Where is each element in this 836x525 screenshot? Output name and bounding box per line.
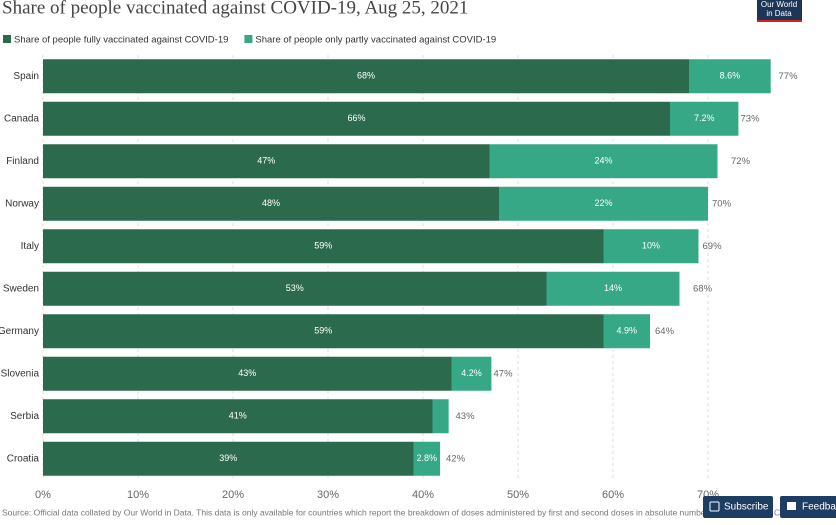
total-label: 47% (494, 368, 514, 379)
total-label: 42% (446, 453, 466, 464)
category-label: Sweden (3, 283, 39, 294)
x-tick-label: 10% (127, 489, 149, 501)
x-tick-label: 50% (507, 489, 529, 501)
category-label: Slovenia (1, 368, 40, 379)
button-icon (709, 501, 720, 512)
bar-label: 66% (347, 113, 365, 123)
bar-segment (43, 399, 433, 434)
bar-segment (43, 271, 547, 306)
bar-label: 4.9% (617, 326, 638, 336)
logo-underline (757, 20, 802, 22)
bar-label: 14% (604, 283, 622, 293)
total-label: 70% (712, 198, 732, 209)
bar-segment (43, 186, 499, 221)
total-label: 72% (731, 156, 751, 167)
bar-label: 8.6% (720, 71, 741, 81)
logo: Our World in Data (757, 0, 802, 22)
bar-label: 10% (642, 241, 660, 251)
bar-label: 48% (262, 198, 280, 208)
bar-label: 53% (286, 283, 304, 293)
category-label: Croatia (7, 453, 40, 464)
bar-segment (432, 399, 449, 434)
total-label: 43% (456, 411, 476, 422)
bar-label: 43% (238, 368, 256, 378)
bar-label: 47% (257, 156, 275, 166)
bar-segment (43, 441, 414, 476)
total-label: 64% (655, 326, 675, 337)
logo-box (757, 0, 802, 21)
total-label: 68% (693, 283, 713, 294)
bar-label: 59% (314, 241, 332, 251)
button-bg[interactable] (780, 496, 836, 518)
button-icon (787, 502, 796, 510)
total-label: 77% (779, 71, 799, 82)
x-tick-label: 60% (602, 489, 624, 501)
category-label: Finland (6, 156, 39, 167)
button-label[interactable]: Subscribe (724, 502, 769, 513)
bar-segment (43, 229, 604, 264)
bar-label: 2.8% (417, 453, 438, 463)
bar-segment (489, 144, 718, 179)
plot: Share of people fully vaccinated against… (0, 35, 798, 501)
x-tick-label: 40% (412, 489, 434, 501)
bar-segment (451, 356, 492, 391)
bar-label: 24% (594, 156, 612, 166)
button-label[interactable]: Feedback (802, 502, 836, 513)
category-label: Spain (13, 71, 39, 82)
source: Source: Official data collated by Our Wo… (2, 507, 715, 517)
bar-label: 41% (229, 411, 247, 421)
category-label: Germany (0, 326, 39, 337)
bar-segment (499, 186, 708, 221)
bar-segment (43, 144, 490, 179)
bar-label: 7.2% (694, 113, 715, 123)
category-label: Norway (5, 198, 39, 209)
bar-label: 4.2% (461, 368, 482, 378)
button-bg[interactable] (703, 496, 773, 518)
category-label: Italy (21, 241, 39, 252)
bar-label: 68% (357, 71, 375, 81)
bar-label: 22% (594, 198, 612, 208)
bar-segment (603, 229, 699, 264)
x-tick-label: 0% (35, 489, 51, 501)
bar-segment (546, 271, 680, 306)
bar-segment (603, 314, 651, 349)
bar-segment (43, 59, 689, 94)
category-label: Canada (4, 113, 39, 124)
total-label: 69% (703, 241, 723, 252)
bar-segment (43, 356, 452, 391)
legend-label: Share of people only partly vaccinated a… (255, 35, 496, 46)
bar-segment (413, 441, 441, 476)
feedback-button[interactable]: Feedback (780, 496, 836, 518)
category-label: Serbia (10, 411, 39, 422)
legend-label: Share of people fully vaccinated against… (14, 35, 228, 46)
bar-segment (43, 101, 670, 136)
x-tick-label: 30% (317, 489, 339, 501)
subscribe-button[interactable]: Subscribe (703, 496, 773, 518)
bar-segment (43, 314, 604, 349)
bar-label: 59% (314, 326, 332, 336)
bar-segment (689, 59, 771, 94)
x-tick-label: 20% (222, 489, 244, 501)
legend-swatch (3, 35, 11, 43)
bar-label: 39% (219, 453, 237, 463)
logo-text: Our World (761, 0, 797, 9)
legend-swatch (244, 35, 253, 43)
logo-text: in Data (766, 9, 792, 18)
bar-segment (670, 101, 739, 136)
chart-title: Share of people vaccinated against COVID… (2, 0, 468, 18)
total-label: 73% (741, 113, 761, 124)
